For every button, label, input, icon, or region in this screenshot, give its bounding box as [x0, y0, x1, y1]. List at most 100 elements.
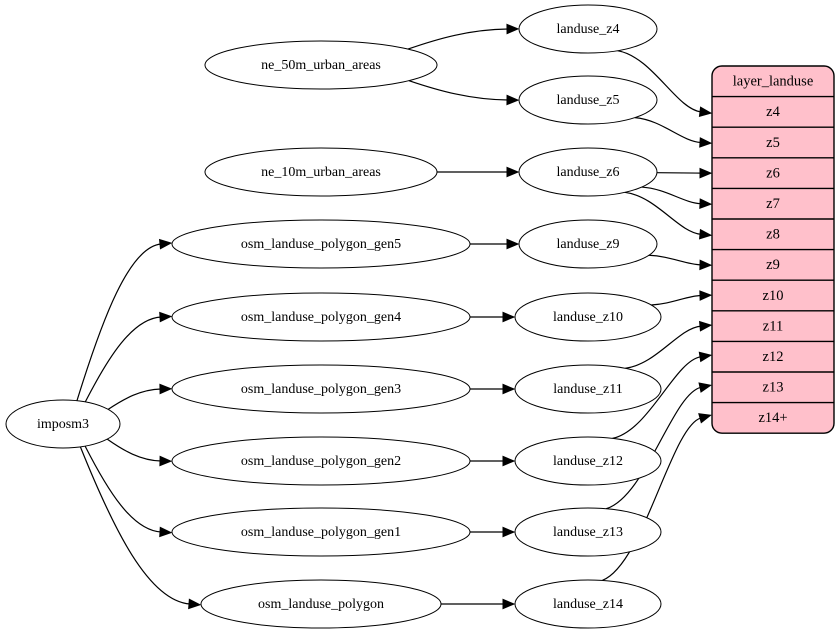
edge-arrowhead	[159, 455, 173, 467]
node-osm_landuse_polygon_gen2[interactable]: osm_landuse_polygon_gen2	[171, 436, 471, 486]
edge-line	[84, 316, 162, 403]
node-landuse_z9[interactable]: landuse_z9	[518, 219, 658, 269]
edge-arrowhead	[698, 351, 713, 363]
edge-arrowhead	[699, 290, 713, 301]
table-row-label: z6	[766, 165, 780, 181]
edge-arrowhead	[502, 598, 516, 610]
node-label: landuse_z5	[557, 93, 620, 108]
node-landuse_z12[interactable]: landuse_z12	[514, 436, 662, 486]
edge-imposm3-to-osm_landuse_polygon_gen4	[84, 311, 173, 403]
edge-line	[76, 243, 162, 401]
node-ellipse	[171, 364, 471, 414]
edge-ne_50m_urban_areas-to-landuse_z5	[408, 80, 520, 106]
edge-arrowhead	[502, 383, 516, 395]
node-label: landuse_z14	[553, 597, 623, 612]
table-row[interactable]: z11	[712, 311, 834, 342]
edge-arrowhead	[159, 383, 173, 395]
node-osm_landuse_polygon_gen3[interactable]: osm_landuse_polygon_gen3	[171, 364, 471, 414]
edge-arrowhead	[698, 413, 712, 424]
table-row[interactable]: z10	[712, 280, 834, 311]
node-ne_50m_urban_areas[interactable]: ne_50m_urban_areas	[204, 40, 438, 90]
node-ellipse	[171, 507, 471, 557]
edge-line	[612, 356, 702, 439]
table-row[interactable]: z12	[712, 341, 834, 372]
table-row-label: z10	[763, 288, 784, 304]
node-imposm3[interactable]: imposm3	[5, 399, 121, 449]
edge-landuse_z6-to-layer_landuse-z8	[624, 191, 713, 240]
node-landuse_z5[interactable]: landuse_z5	[518, 75, 658, 125]
node-osm_landuse_polygon_gen1[interactable]: osm_landuse_polygon_gen1	[171, 507, 471, 557]
edge-line	[602, 417, 702, 582]
edge-imposm3-to-osm_landuse_polygon_gen1	[84, 445, 173, 538]
node-osm_landuse_polygon[interactable]: osm_landuse_polygon	[200, 579, 442, 629]
table-row-label: z11	[763, 318, 783, 334]
edge-line	[624, 191, 702, 235]
edge-landuse_z6-to-layer_landuse-z7	[641, 186, 713, 209]
edge-arrowhead	[506, 166, 520, 178]
table-row[interactable]: z13	[712, 372, 834, 403]
edge-arrowhead	[698, 382, 713, 393]
edge-osm_landuse_polygon_gen3-to-landuse_z11	[470, 383, 516, 395]
table-row[interactable]: z9	[712, 250, 834, 281]
table-row[interactable]: z5	[712, 127, 834, 158]
table-row-label: z4	[766, 104, 780, 120]
node-label: landuse_z12	[553, 454, 623, 469]
node-landuse_z6[interactable]: landuse_z6	[518, 147, 658, 197]
edge-arrowhead	[158, 238, 173, 250]
node-landuse_z4[interactable]: landuse_z4	[518, 4, 658, 54]
edge-ne_10m_urban_areas-to-landuse_z6	[437, 166, 520, 178]
edge-line	[625, 325, 702, 369]
edge-osm_landuse_polygon_gen2-to-landuse_z12	[470, 455, 516, 467]
node-layer: imposm3 ne_50m_urban_areas ne_10m_urban_ar…	[5, 4, 662, 629]
node-label: osm_landuse_polygon_gen1	[241, 525, 401, 540]
edge-arrowhead	[699, 198, 713, 209]
table-row-label: z5	[766, 135, 780, 151]
node-ellipse	[204, 40, 438, 90]
node-ellipse	[518, 219, 658, 269]
edge-line	[407, 28, 509, 50]
node-ellipse	[514, 292, 662, 342]
node-landuse_z10[interactable]: landuse_z10	[514, 292, 662, 342]
node-landuse_z11[interactable]: landuse_z11	[514, 364, 662, 414]
edge-osm_landuse_polygon_gen4-to-landuse_z10	[470, 311, 516, 323]
table-row-label: z12	[763, 349, 784, 365]
edge-arrowhead	[506, 238, 520, 250]
node-ellipse	[204, 147, 438, 197]
edge-line	[651, 294, 702, 306]
table-row[interactable]: z6	[712, 158, 834, 189]
edge-arrowhead	[502, 526, 516, 538]
edge-arrowhead	[506, 94, 520, 106]
table-row-label: z7	[766, 196, 780, 212]
edge-arrowhead	[699, 228, 713, 240]
node-ellipse	[514, 579, 662, 629]
edge-line	[605, 386, 702, 510]
node-osm_landuse_polygon_gen4[interactable]: osm_landuse_polygon_gen4	[171, 292, 471, 342]
table-row-label: z13	[763, 380, 784, 396]
edge-arrowhead	[502, 455, 516, 467]
edge-arrowhead	[699, 137, 713, 148]
table-row[interactable]: z8	[712, 219, 834, 250]
node-ellipse	[518, 75, 658, 125]
node-label: imposm3	[37, 417, 89, 432]
node-label: landuse_z6	[557, 165, 620, 180]
node-label: landuse_z4	[557, 22, 620, 37]
edge-line	[617, 50, 702, 113]
edge-arrowhead	[188, 598, 202, 610]
node-label: ne_50m_urban_areas	[261, 58, 381, 73]
table-row[interactable]: z7	[712, 188, 834, 219]
table-layer: layer_landuse z4 z5 z6 z7 z8 z9 z10 z11 z12 z13 z14…	[711, 65, 835, 434]
table-row[interactable]: z4	[712, 97, 834, 128]
edge-landuse_z4-to-layer_landuse-z4	[617, 50, 713, 118]
edge-arrowhead	[159, 311, 173, 323]
edge-arrowhead	[698, 106, 713, 118]
edge-imposm3-to-osm_landuse_polygon_gen3	[107, 383, 173, 410]
node-landuse_z14[interactable]: landuse_z14	[514, 579, 662, 629]
node-label: osm_landuse_polygon_gen2	[241, 454, 401, 469]
node-osm_landuse_polygon_gen5[interactable]: osm_landuse_polygon_gen5	[171, 219, 471, 269]
node-landuse_z13[interactable]: landuse_z13	[514, 507, 662, 557]
table-row[interactable]: z14+	[712, 403, 834, 434]
table-row-label: z14+	[758, 410, 787, 426]
node-ne_10m_urban_areas[interactable]: ne_10m_urban_areas	[204, 147, 438, 197]
edge-line	[84, 445, 162, 533]
edge-osm_landuse_polygon_gen5-to-landuse_z9	[470, 238, 520, 250]
